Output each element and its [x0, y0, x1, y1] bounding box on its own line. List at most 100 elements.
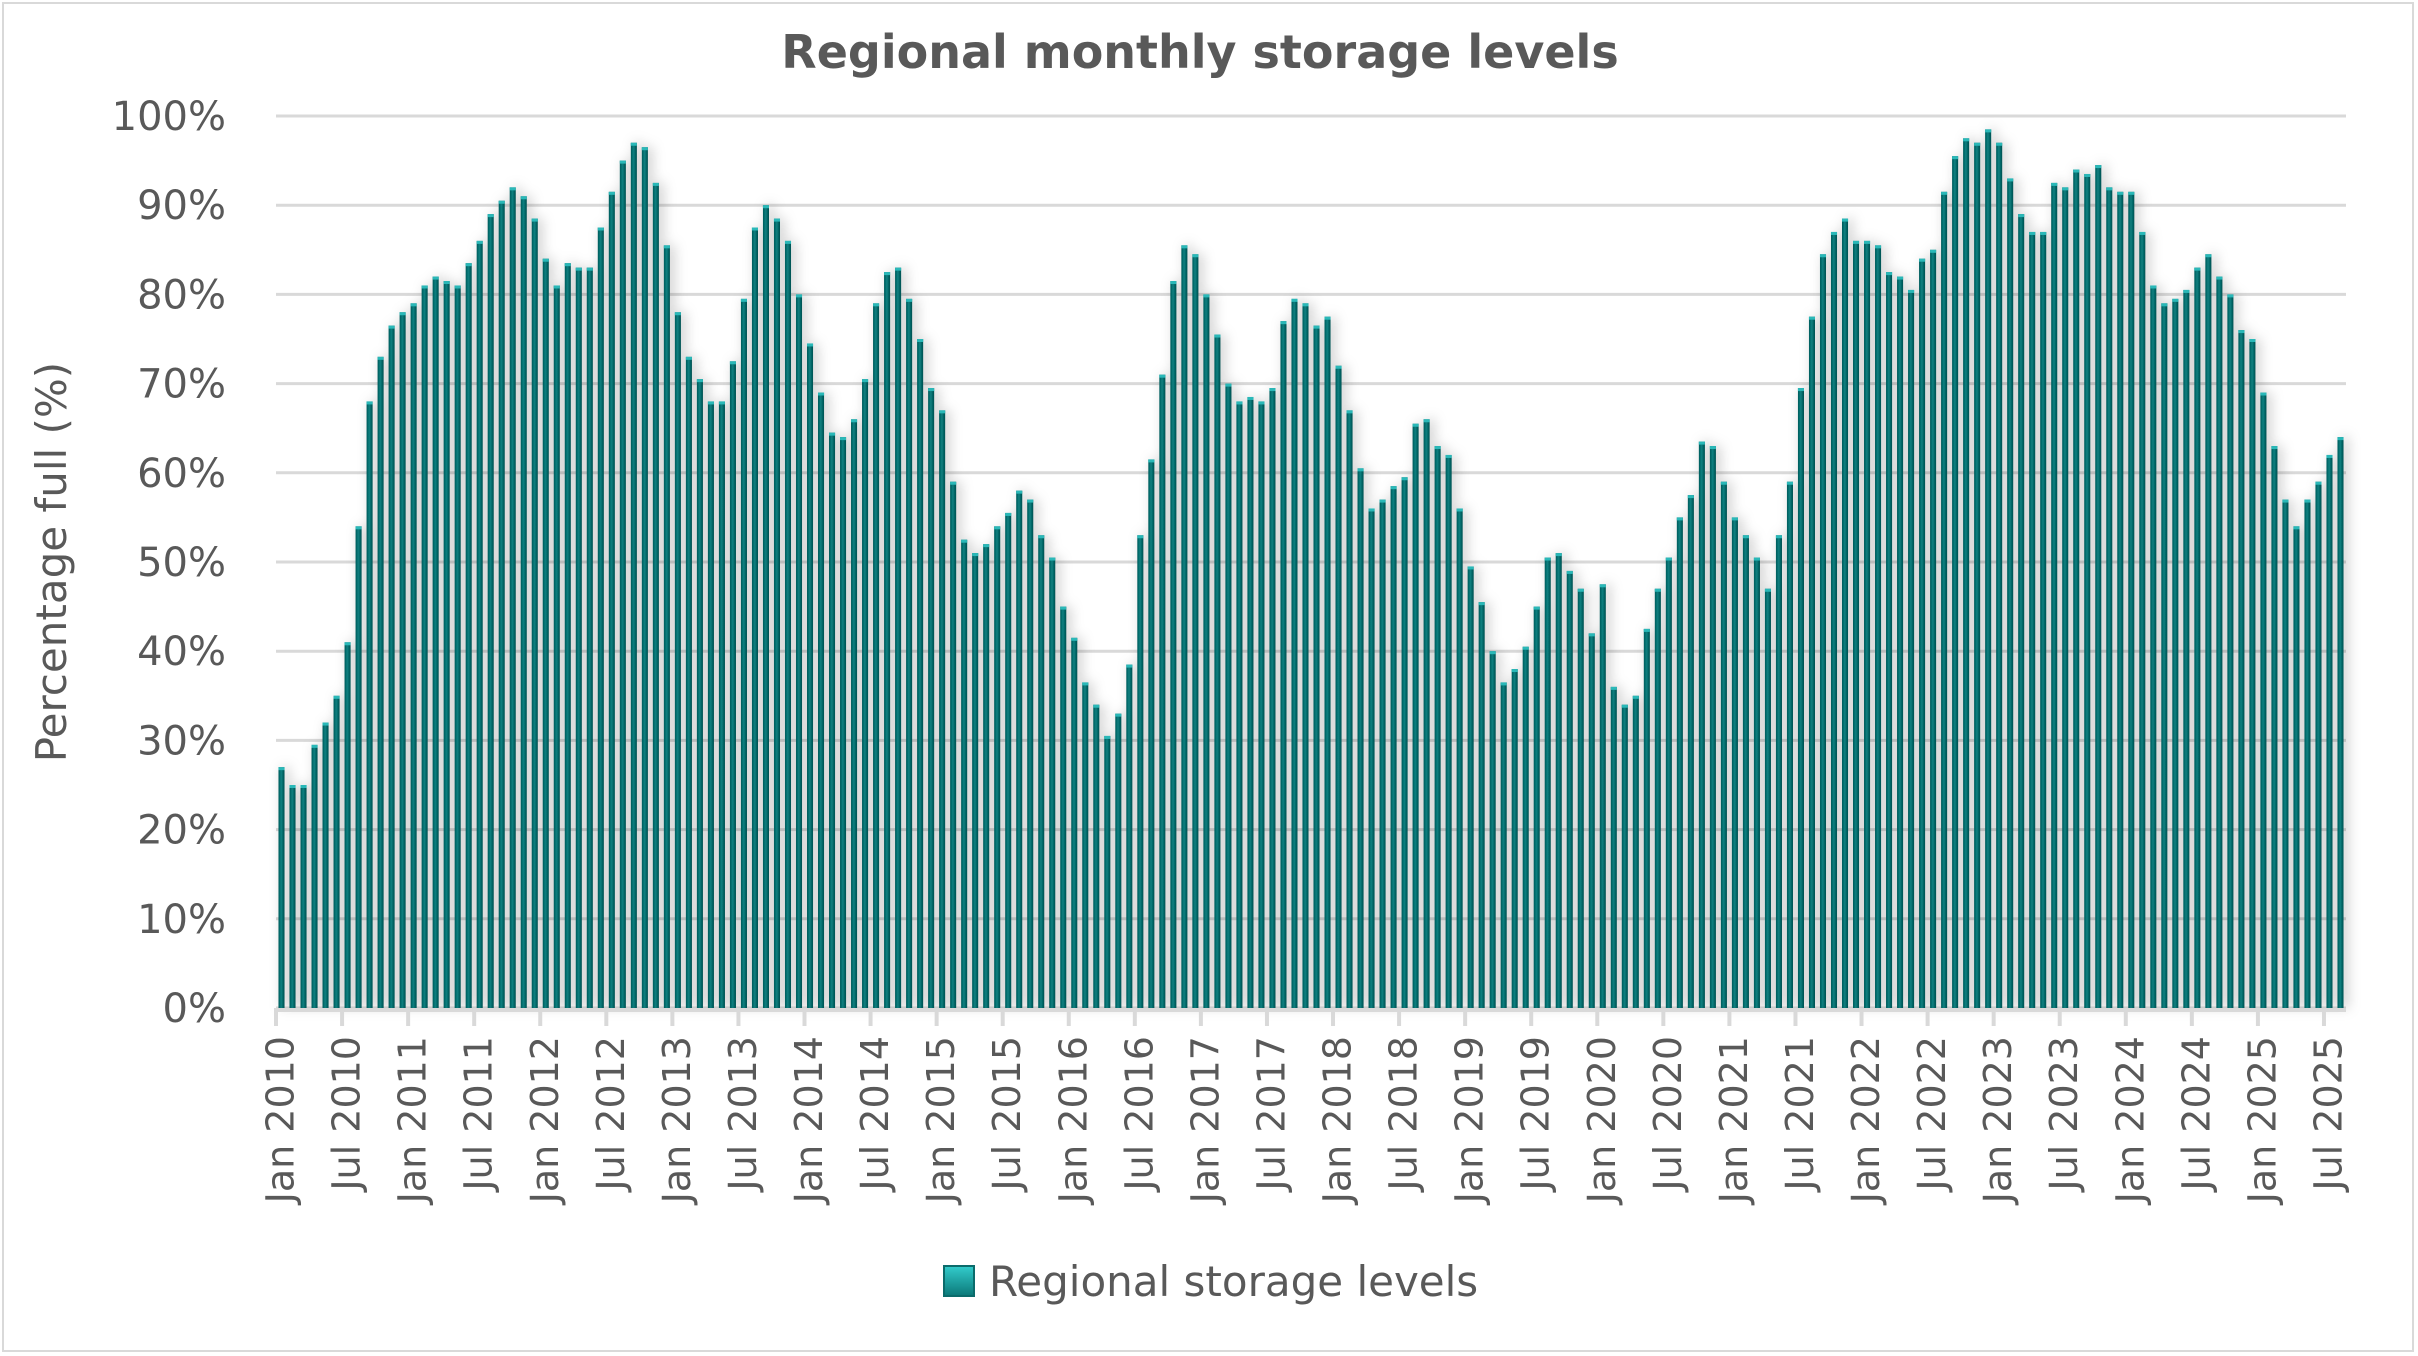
chart-title: Regional monthly storage levels — [781, 25, 1618, 79]
bar-cap — [2293, 526, 2300, 530]
bar — [630, 142, 637, 1008]
bar-cap — [1731, 517, 1738, 521]
bar-cap — [476, 240, 483, 244]
bar — [1247, 396, 1254, 1009]
bar — [1742, 535, 1749, 1008]
bar-cap — [311, 744, 318, 748]
y-tick-label: 70% — [137, 362, 226, 408]
bar-cap — [2249, 339, 2256, 342]
bar — [939, 410, 946, 1008]
bar — [773, 218, 781, 1008]
bar-cap — [1291, 298, 1298, 302]
bar-cap — [1159, 374, 1166, 378]
bar — [1302, 303, 1309, 1008]
bar-cap — [333, 695, 340, 699]
bar — [795, 294, 803, 1008]
bar-cap — [1985, 129, 1992, 133]
bar — [1093, 704, 1100, 1008]
bar — [311, 744, 318, 1008]
y-axis-ticks: 0% 10% 20% 30% 40% 50% 60% 70% 80% 90% 100% — [112, 94, 226, 1032]
x-tick-label: Jul 2019 — [1514, 1036, 1558, 1193]
bar — [696, 379, 703, 1008]
bar-cap — [2337, 437, 2344, 441]
bars — [278, 129, 2344, 1009]
bar-cap — [1192, 254, 1199, 258]
bar — [1886, 272, 1893, 1009]
bar-cap — [1379, 499, 1386, 503]
bar-cap — [862, 379, 869, 383]
bar-cap — [917, 339, 924, 342]
bar-cap — [1445, 454, 1452, 458]
bar — [1412, 423, 1419, 1008]
x-tick-label: Jan 2022 — [1844, 1036, 1888, 1205]
bar — [564, 263, 571, 1008]
x-tick-label: Jul 2024 — [2174, 1036, 2218, 1193]
bar-cap — [564, 263, 571, 267]
bar-cap — [1368, 508, 1375, 512]
bar-cap — [851, 419, 858, 423]
x-tick-label: Jan 2018 — [1316, 1036, 1360, 1205]
x-tick-label: Jul 2012 — [589, 1036, 633, 1193]
x-tick-label: Jul 2011 — [457, 1036, 501, 1193]
bar — [1687, 495, 1694, 1009]
bar-cap — [1632, 695, 1639, 699]
bar-cap — [1941, 191, 1948, 195]
bar-cap — [377, 356, 384, 360]
y-tick-label: 50% — [137, 540, 226, 586]
bar-cap — [795, 294, 803, 298]
bar — [1500, 682, 1507, 1008]
bar-cap — [1049, 557, 1056, 561]
bar-cap — [2183, 289, 2190, 293]
bar — [1731, 517, 1738, 1008]
bar-cap — [1952, 156, 1959, 160]
bar-cap — [895, 267, 902, 271]
bar-cap — [1313, 325, 1320, 329]
x-tick-label: Jul 2015 — [985, 1036, 1029, 1193]
bar-cap — [2095, 165, 2102, 169]
bar-cap — [707, 401, 714, 405]
bar — [278, 767, 285, 1008]
bar — [950, 481, 957, 1009]
legend-swatch-icon — [943, 1265, 975, 1297]
bar-cap — [2106, 187, 2113, 191]
bar — [1676, 517, 1683, 1008]
bar — [862, 379, 869, 1008]
bar-cap — [2062, 187, 2069, 191]
bar — [1698, 441, 1705, 1009]
bar — [1919, 258, 1926, 1009]
bar — [2161, 303, 2168, 1008]
bar — [685, 356, 692, 1009]
bar — [1401, 477, 1408, 1008]
bar-cap — [289, 785, 296, 788]
bar-cap — [531, 218, 538, 222]
bar-cap — [939, 410, 946, 414]
bar — [509, 187, 516, 1009]
bar-cap — [509, 187, 516, 191]
bar — [1214, 334, 1221, 1008]
bar-cap — [2073, 169, 2080, 173]
bar — [2128, 191, 2135, 1008]
bar — [762, 205, 770, 1008]
bar-cap — [1016, 490, 1023, 494]
bar-cap — [586, 267, 593, 271]
x-tick-label: Jul 2021 — [1778, 1036, 1822, 1193]
bar-cap — [1478, 602, 1485, 606]
bar — [2062, 187, 2069, 1009]
bar-cap — [1181, 245, 1188, 249]
bar — [377, 356, 384, 1009]
bar-cap — [520, 196, 527, 200]
bar-cap — [432, 276, 439, 280]
bar — [1313, 325, 1320, 1008]
x-tick-label: Jul 2022 — [1910, 1036, 1954, 1193]
bar — [1137, 535, 1144, 1008]
bar-cap — [1302, 303, 1309, 307]
bar-cap — [2227, 294, 2234, 298]
bar-cap — [2315, 481, 2322, 485]
bar-cap — [1698, 441, 1705, 445]
bar-cap — [1974, 142, 1981, 146]
bar — [2117, 191, 2124, 1008]
bar-cap — [1456, 508, 1463, 512]
bar — [2337, 437, 2344, 1008]
bar — [1456, 508, 1463, 1008]
bar — [1952, 156, 1959, 1008]
